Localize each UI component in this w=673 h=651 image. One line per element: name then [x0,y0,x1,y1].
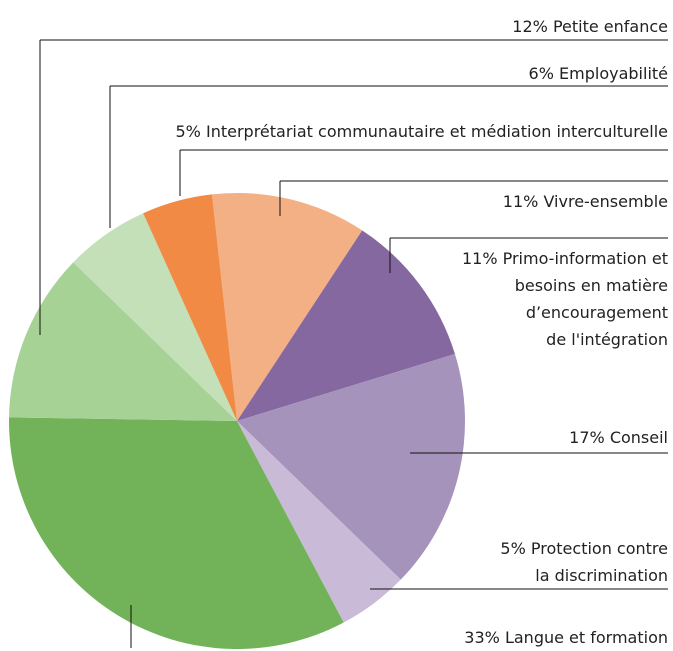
category-label: Langue et formation [504,627,668,647]
category-label: Petite enfance [552,16,668,36]
category-label: Protection contre la discrimination [530,538,668,585]
slice-label: 5% Interprétariat communautaire et média… [5,118,669,145]
value-label: 5% [175,121,201,141]
pie-slice [237,353,465,580]
value-label: 12% [512,16,548,36]
slice-label: 17% Conseil [5,424,668,451]
slice-label: 5% Protection contre la discrimination [5,535,668,589]
pie-slice [211,193,363,421]
pie-slice [8,417,344,649]
slice-label: 11% Primo-information et besoins en mati… [5,245,668,353]
value-label: 11% [502,191,539,211]
value-label: 6% [528,63,554,83]
slice-label: 12% Petite enfance [5,13,668,40]
value-label: 5% [500,538,526,558]
value-label: 17% [569,427,605,447]
pie-slice [237,421,401,623]
pie-slice [237,230,455,421]
category-label: Interprétariat communautaire et médiatio… [205,121,668,141]
value-label: 33% [464,627,500,647]
slice-label: 11% Vivre-ensemble [5,188,668,215]
pie-slice [143,194,237,421]
category-label: Vivre-ensemble [543,191,668,211]
slice-label: 33% Langue et formation [5,624,668,651]
pie-slice [73,213,237,421]
pie-slice [9,262,238,421]
value-label: 11% [461,248,498,268]
category-label: Conseil [609,427,668,447]
category-label: Primo-information et besoins en matière … [502,248,668,349]
category-label: Employabilité [559,63,668,83]
slice-label: 6% Employabilité [5,60,668,87]
